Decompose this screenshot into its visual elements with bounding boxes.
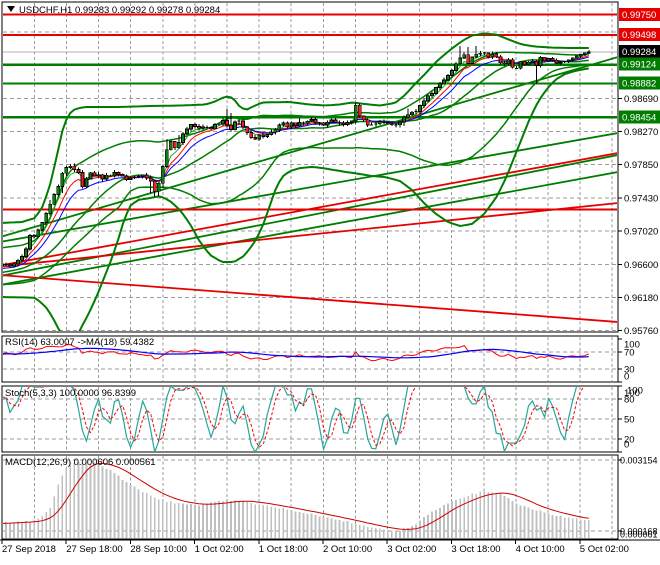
svg-text:27 Sep 18:00: 27 Sep 18:00 xyxy=(66,544,123,555)
svg-text:3 Oct 02:00: 3 Oct 02:00 xyxy=(387,544,436,555)
svg-text:0.98882: 0.98882 xyxy=(622,79,656,90)
svg-text:0.99750: 0.99750 xyxy=(622,10,656,21)
svg-text:2 Oct 10:00: 2 Oct 10:00 xyxy=(323,544,372,555)
svg-text:0.96180: 0.96180 xyxy=(624,293,658,304)
svg-text:0.98270: 0.98270 xyxy=(624,127,658,138)
svg-text:20: 20 xyxy=(624,434,635,445)
svg-text:70: 70 xyxy=(624,347,635,358)
svg-text:3 Oct 18:00: 3 Oct 18:00 xyxy=(451,544,500,555)
svg-text:0.000061: 0.000061 xyxy=(620,530,658,540)
svg-text:0.99284: 0.99284 xyxy=(622,47,656,58)
svg-text:100: 100 xyxy=(627,386,643,397)
svg-text:28 Sep 10:00: 28 Sep 10:00 xyxy=(130,544,187,555)
svg-text:0.98690: 0.98690 xyxy=(624,94,658,105)
svg-text:30: 30 xyxy=(624,365,635,376)
svg-text:0.96600: 0.96600 xyxy=(624,260,658,271)
svg-text:0.99124: 0.99124 xyxy=(622,60,656,71)
svg-text:Stoch(5,3,3) 100.0000 96.8399: Stoch(5,3,3) 100.0000 96.8399 xyxy=(5,388,136,399)
svg-text:80: 80 xyxy=(624,395,635,406)
svg-text:1 Oct 18:00: 1 Oct 18:00 xyxy=(259,544,308,555)
svg-text:100: 100 xyxy=(624,388,640,399)
svg-text:0.95760: 0.95760 xyxy=(624,326,658,337)
svg-text:100: 100 xyxy=(624,340,640,351)
svg-text:27 Sep 2018: 27 Sep 2018 xyxy=(2,544,56,555)
svg-text:MACD(12,26,9) 0.000606 0.00056: MACD(12,26,9) 0.000606 0.000561 xyxy=(5,457,156,468)
svg-text:0.003154: 0.003154 xyxy=(620,456,658,466)
svg-text:RSI(14) 63.0007 ->MA(18) 59.4: RSI(14) 63.0007 ->MA(18) 59.4382 xyxy=(5,337,154,348)
svg-text:50: 50 xyxy=(624,415,635,426)
svg-text:0.99498: 0.99498 xyxy=(622,30,656,41)
svg-text:0: 0 xyxy=(624,440,629,451)
svg-text:0.98454: 0.98454 xyxy=(622,113,656,124)
svg-text:0.000168: 0.000168 xyxy=(620,527,658,537)
svg-text:1 Oct 02:00: 1 Oct 02:00 xyxy=(195,544,244,555)
svg-text:0.97430: 0.97430 xyxy=(624,193,658,204)
svg-text:4 Oct 10:00: 4 Oct 10:00 xyxy=(516,544,565,555)
svg-text:0.97020: 0.97020 xyxy=(624,227,658,238)
svg-text:USDCHF,H1 0.99283 0.99292 0.9: USDCHF,H1 0.99283 0.99292 0.99278 0.9928… xyxy=(19,5,220,16)
svg-text:0: 0 xyxy=(624,372,629,383)
svg-text:0.97850: 0.97850 xyxy=(624,160,658,171)
svg-text:5 Oct 02:00: 5 Oct 02:00 xyxy=(580,544,629,555)
